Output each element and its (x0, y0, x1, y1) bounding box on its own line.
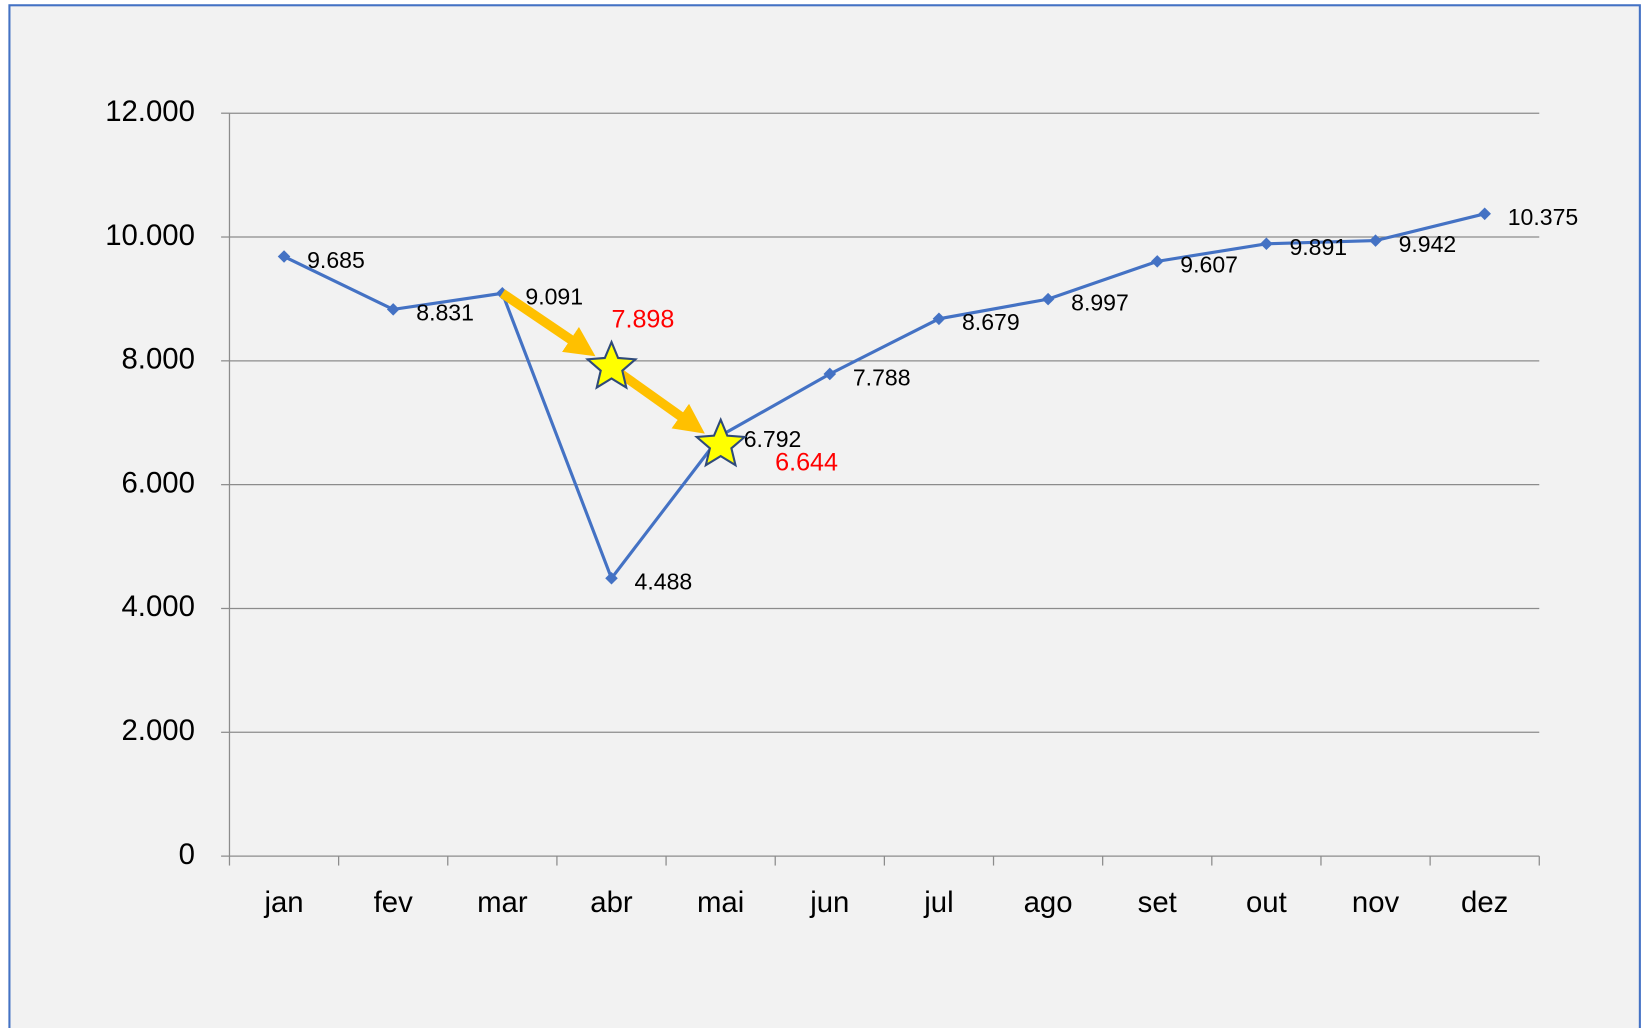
data-label: 9.091 (525, 284, 583, 310)
x-tick-label: out (1246, 886, 1287, 919)
x-tick-label: jan (263, 886, 303, 919)
x-tick-label: ago (1024, 886, 1073, 919)
data-label: 8.679 (962, 309, 1020, 335)
data-label: 6.792 (744, 426, 802, 452)
data-label: 10.375 (1508, 204, 1579, 230)
data-label: 9.685 (307, 247, 365, 273)
annotation-label: 6.644 (775, 448, 838, 476)
data-label: 7.788 (853, 364, 911, 390)
x-tick-label: jul (923, 886, 953, 919)
x-tick-label: fev (374, 886, 413, 919)
data-label: 4.488 (635, 569, 693, 595)
y-tick-label: 8.000 (121, 343, 194, 376)
point (605, 571, 618, 585)
x-tick-label: mai (697, 886, 744, 919)
x-tick-label: dez (1461, 886, 1508, 919)
point (386, 303, 400, 316)
point (277, 250, 291, 263)
data-label: 9.942 (1399, 231, 1457, 257)
y-tick-label: 10.000 (105, 219, 195, 252)
data-label: 9.607 (1180, 252, 1238, 278)
x-tick-label: nov (1352, 886, 1400, 919)
data-label: 9.891 (1289, 234, 1347, 260)
x-tick-label: abr (590, 886, 633, 919)
y-tick-label: 4.000 (121, 590, 194, 623)
x-tick-label: set (1138, 886, 1177, 919)
point (932, 312, 946, 326)
x-tick-label: jun (809, 886, 849, 919)
point (1041, 292, 1055, 306)
chart-frame (8, 4, 1641, 1028)
x-tick-label: mar (477, 886, 528, 919)
line-series (283, 212, 1486, 582)
point (1478, 207, 1491, 221)
annotation-star (585, 339, 638, 390)
y-tick-label: 2.000 (121, 714, 194, 747)
point (823, 367, 837, 381)
annotation-arrow (608, 363, 705, 434)
annotation-label: 7.898 (611, 306, 674, 334)
data-label: 8.997 (1071, 289, 1129, 315)
y-tick-label: 12.000 (105, 95, 195, 128)
annotation-arrow (499, 289, 596, 357)
data-label: 8.831 (416, 300, 474, 326)
annotation-star (694, 416, 748, 468)
y-tick-label: 0 (179, 838, 195, 871)
y-tick-label: 6.000 (121, 466, 194, 499)
